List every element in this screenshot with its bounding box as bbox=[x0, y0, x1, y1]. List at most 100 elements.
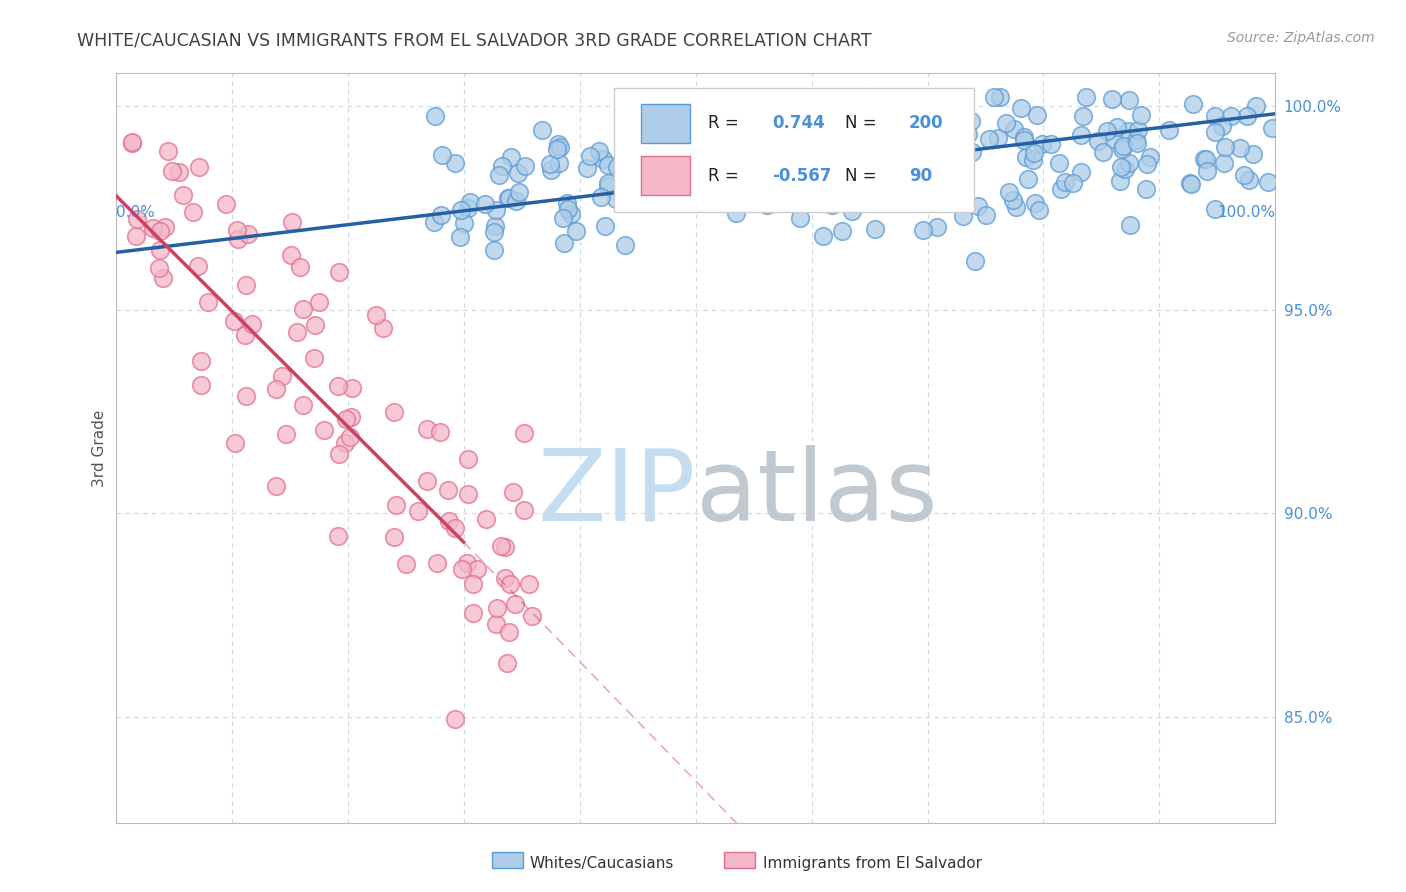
Point bbox=[1028, 202, 1050, 217]
Point bbox=[142, 220, 165, 235]
Point bbox=[406, 504, 429, 518]
Point bbox=[416, 474, 439, 488]
Point bbox=[1091, 145, 1114, 159]
Point bbox=[463, 577, 485, 591]
Point bbox=[520, 609, 543, 624]
Point bbox=[302, 351, 325, 365]
Point bbox=[224, 436, 246, 450]
Point bbox=[444, 156, 467, 170]
Point bbox=[222, 314, 245, 328]
Point bbox=[491, 159, 513, 173]
Point bbox=[1114, 161, 1136, 176]
Point bbox=[1076, 90, 1098, 104]
Point bbox=[1001, 193, 1024, 207]
Point bbox=[496, 657, 519, 671]
Point bbox=[188, 160, 211, 174]
Point bbox=[288, 260, 311, 275]
Point bbox=[416, 421, 439, 435]
Point bbox=[312, 423, 335, 437]
Point bbox=[1139, 151, 1161, 165]
Point bbox=[623, 136, 645, 150]
Point bbox=[328, 447, 350, 461]
Point bbox=[451, 562, 474, 576]
Point bbox=[675, 166, 697, 180]
Point bbox=[423, 110, 446, 124]
Text: 90: 90 bbox=[908, 167, 932, 185]
Point bbox=[1220, 109, 1243, 123]
Text: ZIP: ZIP bbox=[537, 445, 696, 541]
Point bbox=[887, 172, 910, 186]
Point bbox=[1213, 156, 1236, 170]
Point bbox=[807, 179, 830, 194]
Point bbox=[385, 498, 408, 512]
Point bbox=[508, 166, 530, 180]
Point bbox=[474, 196, 496, 211]
Point bbox=[766, 153, 789, 168]
Point bbox=[756, 161, 779, 175]
Point bbox=[1213, 140, 1236, 154]
Point bbox=[974, 208, 997, 222]
Point bbox=[225, 223, 247, 237]
Text: N =: N = bbox=[845, 167, 877, 185]
Point bbox=[605, 192, 627, 206]
Point bbox=[596, 178, 619, 193]
Point bbox=[671, 142, 693, 156]
Point bbox=[551, 211, 574, 225]
Point bbox=[630, 123, 652, 137]
Point bbox=[624, 159, 647, 173]
Point bbox=[1017, 172, 1039, 186]
Point bbox=[1107, 120, 1129, 134]
Point bbox=[665, 168, 688, 182]
Point bbox=[1095, 124, 1118, 138]
Point bbox=[127, 212, 149, 227]
Point bbox=[1211, 119, 1233, 133]
Point bbox=[617, 179, 640, 194]
Point bbox=[1178, 176, 1201, 190]
Point bbox=[1204, 110, 1226, 124]
Point bbox=[880, 136, 903, 151]
Point bbox=[215, 197, 238, 211]
Point bbox=[1195, 153, 1218, 167]
Point bbox=[394, 558, 416, 572]
Point bbox=[1050, 181, 1073, 195]
Point bbox=[1181, 97, 1204, 112]
Point bbox=[811, 142, 834, 156]
Point bbox=[498, 625, 520, 640]
Point bbox=[911, 113, 934, 128]
Point bbox=[983, 90, 1005, 104]
Point bbox=[987, 131, 1010, 145]
Point bbox=[235, 389, 257, 403]
Point bbox=[1070, 128, 1092, 142]
Point bbox=[1087, 134, 1109, 148]
Point bbox=[1118, 93, 1140, 107]
Point bbox=[149, 224, 172, 238]
Point bbox=[1031, 136, 1053, 151]
Point bbox=[820, 188, 842, 202]
Point bbox=[485, 616, 508, 631]
Point bbox=[935, 160, 957, 174]
Point bbox=[1159, 123, 1181, 137]
Point bbox=[342, 381, 364, 395]
Point bbox=[513, 425, 536, 440]
Text: Immigrants from El Salvador: Immigrants from El Salvador bbox=[763, 856, 981, 871]
Point bbox=[966, 198, 988, 212]
Point bbox=[449, 230, 471, 244]
Point bbox=[765, 120, 787, 135]
Point bbox=[426, 556, 449, 570]
Point bbox=[437, 514, 460, 528]
Point bbox=[593, 219, 616, 233]
Point bbox=[617, 183, 640, 197]
Point bbox=[1129, 108, 1152, 122]
Point bbox=[488, 168, 510, 182]
FancyBboxPatch shape bbox=[641, 103, 690, 143]
Point bbox=[883, 174, 905, 188]
Point bbox=[430, 148, 453, 162]
Point bbox=[326, 379, 349, 393]
Point bbox=[1111, 142, 1133, 156]
Point bbox=[1053, 175, 1076, 189]
Y-axis label: 3rd Grade: 3rd Grade bbox=[93, 409, 107, 487]
Text: atlas: atlas bbox=[696, 445, 938, 541]
Point bbox=[669, 177, 692, 191]
Text: Source: ZipAtlas.com: Source: ZipAtlas.com bbox=[1227, 31, 1375, 45]
Point bbox=[614, 163, 637, 178]
